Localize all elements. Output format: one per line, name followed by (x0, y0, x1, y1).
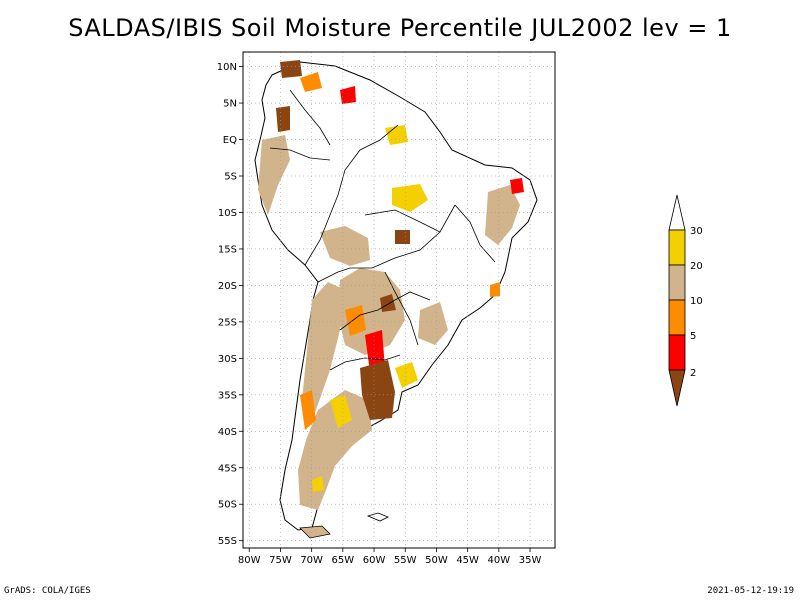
patch-yellow-patagonia (312, 476, 324, 492)
falkland-islands (366, 512, 389, 522)
patch-orange-north (300, 72, 322, 92)
soil-moisture-patches (258, 60, 524, 510)
patch-tan-northeast (485, 185, 520, 245)
lon-label: 75W (269, 555, 292, 566)
lat-label: 25S (218, 317, 237, 328)
lon-label: 50W (425, 555, 448, 566)
lon-label: 70W (300, 555, 323, 566)
lat-label: 10N (217, 62, 237, 73)
footer-credit: GrADS: COLA/IGES (4, 586, 91, 596)
legend-band-10-20 (668, 264, 686, 301)
patch-red-pampas (365, 330, 385, 372)
map-frame (242, 51, 556, 549)
lat-label: 45S (218, 463, 237, 474)
legend-band-above30 (668, 194, 686, 231)
lon-label: 60W (363, 555, 386, 566)
lon-label: 40W (488, 555, 511, 566)
tierra-del-fuego (299, 525, 331, 539)
patch-brown-chaco (380, 294, 396, 312)
map-title: SALDAS/IBIS Soil Moisture Percentile JUL… (68, 14, 732, 42)
legend-band-below2 (668, 369, 686, 407)
lat-label: 40S (218, 427, 237, 438)
patch-brown-pampas (360, 360, 395, 420)
patch-brown-colombia (276, 106, 290, 132)
lat-label: 5N (223, 99, 237, 110)
graticule (243, 52, 555, 548)
legend-band-5-10 (668, 299, 686, 336)
lat-label: 50S (218, 500, 237, 511)
patch-tan-central (320, 226, 370, 266)
legend-label-30: 30 (690, 226, 703, 237)
legend-label-5: 5 (690, 331, 696, 342)
lat-label: 15S (218, 244, 237, 255)
lat-label: 30S (218, 354, 237, 365)
lon-label: 55W (394, 555, 417, 566)
patch-brown-brazil (395, 230, 410, 244)
legend-label-20: 20 (690, 261, 703, 272)
country-borders (269, 89, 496, 371)
footer-timestamp: 2021-05-12-19:19 (707, 586, 794, 596)
latitude-labels: 10N 5N EQ 5S 10S 15S 20S 25S 30S 35S 40S 45S 50S 55S (217, 62, 243, 547)
patch-tan-chile (302, 282, 345, 430)
lon-label: 45W (456, 555, 479, 566)
patch-yellow-uruguay (395, 362, 418, 388)
patch-orange-andes (300, 390, 316, 430)
color-legend: 30 20 10 5 2 (668, 194, 703, 407)
lat-label: EQ (223, 135, 237, 146)
lat-label: 5S (224, 172, 237, 183)
legend-label-10: 10 (690, 296, 703, 307)
lon-label: 65W (332, 555, 355, 566)
legend-label-2: 2 (690, 368, 696, 379)
lon-label: 35W (519, 555, 542, 566)
patch-red-north (340, 86, 356, 104)
map-content (254, 60, 538, 539)
patch-brown-north (280, 60, 302, 78)
longitude-labels: 80W 75W 70W 65W 60W 55W 50W 45W 40W 35W (238, 548, 542, 566)
lat-label: 10S (218, 208, 237, 219)
legend-band-2-5 (668, 334, 686, 371)
patch-yellow-north (385, 125, 408, 145)
lat-label: 35S (218, 390, 237, 401)
patch-orange-chaco (345, 305, 366, 336)
patch-yellow-bolivia (392, 184, 428, 212)
lat-label: 20S (218, 281, 237, 292)
patch-red-northeast (510, 178, 524, 194)
patch-yellow-south (330, 395, 352, 428)
patch-tan-east (418, 302, 448, 345)
patch-orange-brazil (490, 282, 500, 297)
legend-band-20-30 (668, 229, 686, 266)
lon-label: 80W (238, 555, 261, 566)
patch-tan-north (258, 135, 290, 215)
lat-label: 55S (218, 536, 237, 547)
